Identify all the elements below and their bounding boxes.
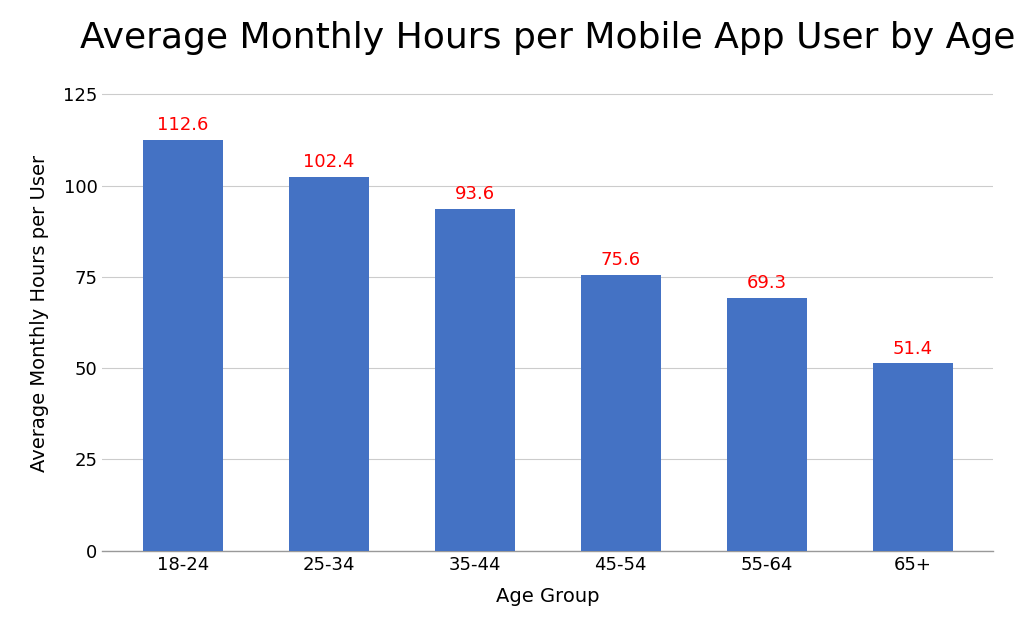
Bar: [435, 209, 515, 551]
Bar: [289, 177, 369, 551]
Text: 69.3: 69.3: [746, 274, 786, 292]
Bar: [872, 363, 952, 551]
Bar: [143, 139, 223, 551]
Title: Average Monthly Hours per Mobile App User by Age: Average Monthly Hours per Mobile App Use…: [80, 21, 1016, 55]
Text: 51.4: 51.4: [893, 339, 933, 358]
X-axis label: Age Group: Age Group: [496, 587, 600, 606]
Bar: [581, 275, 660, 551]
Text: 112.6: 112.6: [158, 116, 209, 134]
Bar: [727, 298, 807, 551]
Y-axis label: Average Monthly Hours per User: Average Monthly Hours per User: [31, 155, 49, 472]
Text: 93.6: 93.6: [455, 185, 495, 203]
Text: 102.4: 102.4: [303, 153, 354, 172]
Text: 75.6: 75.6: [601, 251, 641, 269]
